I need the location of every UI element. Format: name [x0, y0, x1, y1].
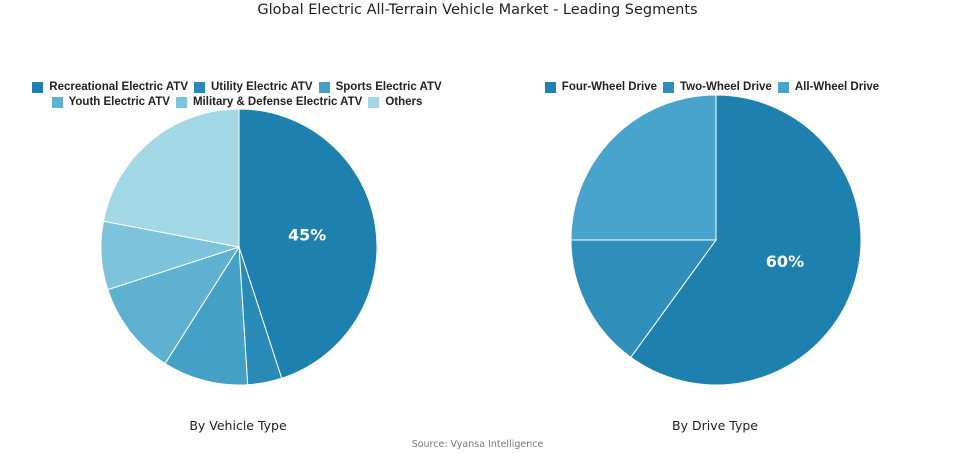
legend-item-others: Others: [368, 96, 422, 108]
legend-item-youth: Youth Electric ATV: [51, 96, 170, 108]
drive-type-caption: By Drive Type: [672, 418, 758, 433]
legend-swatch: [51, 96, 63, 108]
pie-data-label: 45%: [288, 226, 326, 245]
legend-swatch: [32, 81, 44, 93]
pie-data-label: 60%: [766, 252, 804, 271]
legend-label: Recreational Electric ATV: [49, 81, 188, 93]
legend-swatch: [777, 81, 789, 93]
legend-label: Utility Electric ATV: [211, 81, 313, 93]
drive-type-pie: 60%: [570, 94, 862, 386]
drive-type-legend: Four-Wheel Drive Two-Wheel Drive All-Whe…: [490, 80, 940, 94]
vehicle-type-caption: By Vehicle Type: [189, 418, 287, 433]
legend-label: Sports Electric ATV: [335, 81, 442, 93]
pie-slice-sports-electric-atv: [164, 245, 249, 386]
legend-item-all-wheel: All-Wheel Drive: [777, 81, 880, 93]
legend-item-military: Military & Defense Electric ATV: [175, 96, 363, 108]
pie-slice-two-wheel-drive: [570, 239, 717, 359]
legend-swatch: [194, 81, 205, 93]
vehicle-type-pie: 45%: [100, 108, 378, 386]
legend-label: Military & Defense Electric ATV: [192, 96, 363, 108]
legend-swatch: [175, 96, 187, 108]
legend-label: Two-Wheel Drive: [680, 81, 772, 93]
legend-item-recreational: Recreational Electric ATV: [32, 81, 188, 93]
legend-item-four-wheel: Four-Wheel Drive: [544, 81, 658, 93]
legend-swatch: [663, 81, 675, 93]
legend-item-sports: Sports Electric ATV: [318, 81, 442, 93]
pie-slice-recreational-electric-atv: [238, 108, 378, 379]
legend-label: All-Wheel Drive: [794, 81, 880, 93]
pie-slice-others: [102, 108, 240, 248]
legend-swatch: [318, 81, 330, 93]
pie-slice-all-wheel-drive: [570, 94, 717, 241]
pie-slice-youth-electric-atv: [107, 246, 241, 365]
legend-label: Others: [385, 96, 423, 108]
legend-item-two-wheel: Two-Wheel Drive: [663, 81, 772, 93]
legend-label: Youth Electric ATV: [68, 96, 170, 108]
legend-label: Four-Wheel Drive: [561, 81, 658, 93]
chart-title: Global Electric All-Terrain Vehicle Mark…: [257, 2, 698, 18]
legend-swatch: [544, 81, 556, 93]
source-note: Source: Vyansa Intelligence: [411, 439, 544, 450]
legend-item-utility: Utility Electric ATV: [194, 81, 313, 93]
legend-swatch: [368, 96, 380, 108]
pie-slice-four-wheel-drive: [630, 94, 862, 386]
vehicle-type-legend: Recreational Electric ATV Utility Electr…: [20, 80, 460, 109]
